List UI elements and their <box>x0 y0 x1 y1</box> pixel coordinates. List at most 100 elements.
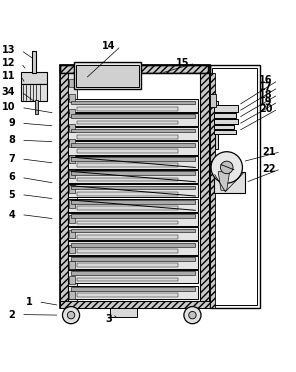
Bar <box>68 141 198 155</box>
Text: 9: 9 <box>9 118 15 128</box>
Bar <box>68 73 200 301</box>
Text: 3: 3 <box>106 314 112 324</box>
Bar <box>69 260 75 269</box>
Bar <box>69 276 75 284</box>
Bar <box>69 170 75 178</box>
Bar <box>69 215 75 223</box>
Bar <box>68 286 198 299</box>
Bar <box>215 101 218 149</box>
Bar <box>69 124 75 132</box>
Bar <box>59 65 208 73</box>
Bar <box>59 73 68 308</box>
Bar <box>68 113 198 126</box>
Bar <box>71 186 195 189</box>
Text: 15: 15 <box>176 58 190 68</box>
Bar <box>71 228 195 232</box>
Text: 22: 22 <box>262 164 275 174</box>
Bar <box>214 172 245 193</box>
Bar <box>68 256 198 269</box>
Text: 13: 13 <box>2 45 15 55</box>
Text: 12: 12 <box>2 58 15 68</box>
Bar <box>69 200 75 208</box>
Bar <box>35 100 38 114</box>
Circle shape <box>67 311 75 319</box>
Bar <box>76 65 139 87</box>
Bar <box>77 263 178 267</box>
Text: 8: 8 <box>9 135 15 145</box>
Bar <box>77 107 178 110</box>
Bar <box>77 178 178 182</box>
Bar <box>21 72 47 84</box>
Circle shape <box>62 307 80 324</box>
Text: 10: 10 <box>2 102 15 112</box>
Text: 4: 4 <box>9 209 15 219</box>
Bar <box>69 155 75 163</box>
Circle shape <box>211 152 242 183</box>
Bar <box>71 214 195 218</box>
Bar <box>59 301 210 308</box>
Bar <box>210 65 260 308</box>
Bar <box>68 99 198 112</box>
Bar <box>77 163 178 167</box>
Bar <box>213 68 257 305</box>
Circle shape <box>221 161 233 174</box>
Text: 11: 11 <box>2 71 15 81</box>
Bar <box>77 278 178 282</box>
Bar <box>68 127 198 140</box>
Bar <box>71 100 195 104</box>
Bar <box>77 206 178 210</box>
Text: 18: 18 <box>259 90 272 100</box>
Bar <box>210 73 215 308</box>
Bar <box>68 213 198 226</box>
Bar <box>68 227 198 240</box>
Bar <box>71 272 195 275</box>
Bar <box>71 129 195 132</box>
Bar <box>71 157 195 161</box>
Bar <box>68 73 77 301</box>
Bar <box>69 94 75 102</box>
Bar <box>69 79 75 87</box>
Bar <box>69 291 75 299</box>
Bar <box>69 185 75 193</box>
Bar <box>214 130 236 134</box>
Bar <box>214 113 236 118</box>
Bar <box>71 200 195 204</box>
Polygon shape <box>218 172 230 190</box>
Bar <box>59 65 210 308</box>
Bar <box>68 241 198 254</box>
Text: 1: 1 <box>26 297 33 307</box>
Bar <box>69 109 75 117</box>
Bar <box>210 94 216 106</box>
Bar <box>110 308 137 317</box>
Bar <box>68 270 198 283</box>
Bar <box>69 140 75 147</box>
Text: 21: 21 <box>262 147 275 157</box>
Text: 34: 34 <box>2 87 15 97</box>
Bar <box>71 143 195 147</box>
Bar <box>74 62 141 89</box>
Text: 5: 5 <box>9 190 15 199</box>
Text: 6: 6 <box>9 173 15 182</box>
Bar <box>214 119 239 124</box>
Text: 19: 19 <box>259 97 272 107</box>
Circle shape <box>189 311 196 319</box>
Bar <box>71 257 195 261</box>
Bar <box>68 170 198 183</box>
Bar <box>77 221 178 224</box>
Text: 2: 2 <box>9 310 15 320</box>
Text: 14: 14 <box>102 41 115 51</box>
Bar <box>77 149 178 153</box>
Text: 20: 20 <box>259 104 272 114</box>
Text: 7: 7 <box>9 154 15 164</box>
Bar <box>214 105 239 112</box>
Bar <box>77 192 178 196</box>
Bar <box>71 287 195 291</box>
Bar <box>32 51 36 73</box>
Bar <box>77 294 178 297</box>
Bar <box>77 135 178 139</box>
Bar <box>69 246 75 253</box>
Text: 16: 16 <box>259 75 272 85</box>
Bar <box>71 171 195 175</box>
Text: 17: 17 <box>259 83 272 92</box>
Bar <box>68 156 198 169</box>
